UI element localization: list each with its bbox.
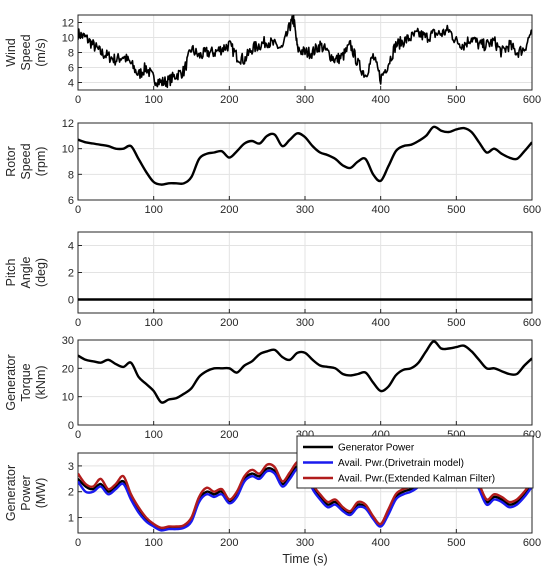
y-axis-label: WindSpeed(m/s) <box>4 34 48 70</box>
legend-label: Generator Power <box>338 443 415 454</box>
x-tick-label: 0 <box>75 204 81 216</box>
y-tick-label: 8 <box>68 169 74 181</box>
x-tick-label: 300 <box>296 537 314 549</box>
x-tick-label: 500 <box>447 537 465 549</box>
y-axis-label-line: Torque <box>19 363 33 401</box>
x-tick-label: 500 <box>447 204 465 216</box>
y-axis-label-line: Rotor <box>4 146 18 177</box>
y-axis-label-line: Angle <box>19 256 33 288</box>
y-axis-label-line: Speed <box>19 143 33 179</box>
y-axis-label: GeneratorTorque(kNm) <box>4 354 48 410</box>
chart-panel-1: 0 100 200 300 400 500 600 6 8 10 12 RotorSpeed(rpm) <box>4 118 541 216</box>
x-tick-label: 400 <box>371 204 389 216</box>
legend-label: Avail. Pwr.(Extended Kalman Filter) <box>338 474 495 485</box>
x-tick-label: 400 <box>371 537 389 549</box>
x-tick-label: 600 <box>523 94 541 106</box>
y-tick-label: 1 <box>68 513 74 525</box>
x-tick-label: 600 <box>523 317 541 329</box>
series-line-0 <box>78 340 532 404</box>
x-tick-label: 100 <box>144 204 162 216</box>
chart-panel-4: 0 100 200 300 400 500 600 1 2 3 GeneratorPower(MW)… <box>4 435 541 566</box>
y-tick-label: 6 <box>68 195 74 207</box>
y-axis-label-line: (m/s) <box>34 38 48 66</box>
x-tick-label: 600 <box>523 204 541 216</box>
x-tick-label: 200 <box>220 94 238 106</box>
x-tick-label: 100 <box>144 429 162 441</box>
series-line-0 <box>78 125 532 186</box>
x-tick-label: 0 <box>75 429 81 441</box>
x-tick-label: 600 <box>523 537 541 549</box>
x-tick-label: 500 <box>447 317 465 329</box>
y-tick-label: 0 <box>68 420 74 432</box>
y-tick-label: 12 <box>62 118 74 130</box>
x-tick-label: 200 <box>220 204 238 216</box>
y-axis-label-line: (rpm) <box>34 147 48 177</box>
y-axis-label-line: (kNm) <box>34 365 48 399</box>
y-tick-label: 20 <box>62 363 74 375</box>
x-tick-label: 300 <box>296 317 314 329</box>
legend-box <box>296 435 534 489</box>
y-axis-label-line: Generator <box>4 354 18 410</box>
legend: Generator Power Avail. Pwr.(Drivetrain mo… <box>296 435 534 489</box>
y-tick-label: 4 <box>68 241 74 253</box>
x-tick-label: 0 <box>75 317 81 329</box>
x-tick-label: 100 <box>144 94 162 106</box>
x-axis-label: Time (s) <box>282 552 327 566</box>
y-axis-label: RotorSpeed(rpm) <box>4 143 48 179</box>
y-axis-label-line: Pitch <box>4 259 18 287</box>
x-tick-label: 100 <box>144 317 162 329</box>
y-axis-label-line: Wind <box>4 38 18 67</box>
x-tick-label: 200 <box>220 429 238 441</box>
legend-label: Avail. Pwr.(Drivetrain model) <box>338 458 464 469</box>
y-tick-label: 6 <box>68 63 74 75</box>
y-tick-label: 12 <box>62 18 74 30</box>
y-tick-label: 8 <box>68 48 74 60</box>
y-axis-label-line: (MW) <box>34 478 48 509</box>
x-tick-label: 100 <box>144 537 162 549</box>
chart-panel-0: 0 100 200 300 400 500 600 4 6 8 10 12 WindSpeed(m/s) <box>4 14 541 106</box>
chart-panel-3: 0 100 200 300 400 500 6000102030GeneratorTorqu… <box>4 335 541 441</box>
y-axis-label-line: Power <box>19 475 33 510</box>
y-tick-label: 30 <box>62 335 74 347</box>
x-tick-label: 400 <box>371 317 389 329</box>
y-axis-label-line: Generator <box>4 465 18 521</box>
x-tick-label: 400 <box>371 94 389 106</box>
y-tick-label: 2 <box>68 487 74 499</box>
y-tick-label: 10 <box>62 33 74 45</box>
y-tick-label: 0 <box>68 295 74 307</box>
x-tick-label: 200 <box>220 317 238 329</box>
y-axis-label: PitchAngle(deg) <box>4 256 48 288</box>
y-tick-label: 3 <box>68 461 74 473</box>
x-tick-label: 0 <box>75 94 81 106</box>
x-tick-label: 500 <box>447 94 465 106</box>
y-tick-label: 4 <box>68 78 74 90</box>
y-tick-label: 10 <box>62 392 74 404</box>
x-tick-label: 300 <box>296 94 314 106</box>
series-line-0 <box>78 15 532 89</box>
y-tick-label: 2 <box>68 268 74 280</box>
y-tick-label: 10 <box>62 144 74 156</box>
y-axis-label: GeneratorPower(MW) <box>4 465 48 521</box>
chart-panel-2: 0 100 200 300 400 500 600 0 2 4 PitchAngle(deg) <box>4 231 541 329</box>
x-tick-label: 0 <box>75 537 81 549</box>
y-axis-label-line: (deg) <box>34 258 48 287</box>
x-tick-label: 200 <box>220 537 238 549</box>
y-axis-label-line: Speed <box>19 34 33 70</box>
x-tick-label: 300 <box>296 204 314 216</box>
